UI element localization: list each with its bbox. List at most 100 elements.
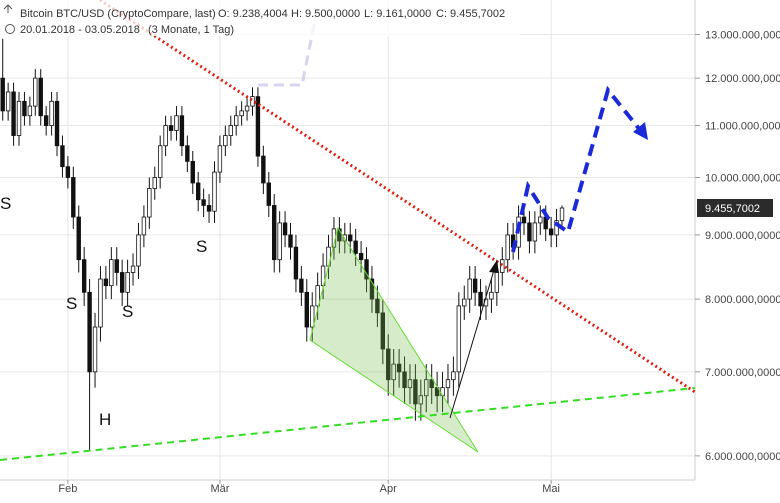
y-tick-label: 13.000.000,0000 [705,30,780,42]
candle-body [141,216,147,236]
candle-body [472,278,478,293]
y-tick-label: 11.000.000,0000 [705,121,780,133]
candle-body [11,91,16,136]
candle-body [217,145,223,173]
candle-body [538,216,543,224]
x-tick-label: Feb [58,483,77,495]
candle-body [478,291,483,307]
y-tick-label: 9.000.000,0000 [705,230,780,242]
y-tick-label: 8.000.000,0000 [705,294,780,306]
candle-body [239,110,244,117]
candle-body [114,259,119,273]
candle-body [391,363,396,381]
projection [511,85,642,253]
candle-body [152,177,157,189]
candle-body [348,234,353,242]
last-price-label: 9.455,7002 [705,203,760,215]
candle-body [71,177,76,218]
candle-body [60,145,65,168]
candle-body [87,291,92,373]
candle-body [27,105,33,117]
y-tick-label: 12.000.000,0000 [705,73,780,85]
candle-body [456,305,462,373]
x-tick-label: Mai [542,483,560,495]
candle-body [500,259,505,273]
candle-body [54,100,60,147]
candle-body [429,379,434,389]
header-bg [0,0,520,36]
candle-body [413,379,418,405]
candle-body [554,220,559,236]
candle-body [206,205,212,212]
candle-body [212,171,217,212]
candle-body [310,305,315,328]
candle-body [136,234,141,267]
arrow [449,269,495,419]
x-tick-label: Mär [210,483,229,495]
candle-body [43,115,49,126]
candle-body [467,278,472,300]
candle-body [548,228,554,236]
candles [0,38,565,452]
candle-body [293,246,299,280]
candle-body [168,125,174,131]
candle-body [119,272,125,293]
annotation: S [122,302,133,321]
annotation: S [196,237,207,256]
candle-body [130,265,136,273]
candle-body [445,379,451,389]
candle-body [179,115,185,147]
candle-body [250,96,255,107]
candle-body [358,252,364,261]
wedge [309,226,479,453]
annotation: H [99,410,111,429]
candle-body [277,222,282,261]
candle-body [261,155,266,184]
candle-body [49,100,54,126]
candle-body [0,77,5,112]
candle-body [223,135,228,147]
candle-body [299,278,304,293]
annotation: S [66,294,77,313]
candle-body [380,312,386,350]
candle-body [163,125,168,147]
candle-body [81,259,87,293]
period: (3 Monate, 1 Tag) [148,24,234,36]
candle-body [190,160,195,184]
candle-body [375,298,380,314]
candle-body [282,222,288,236]
candle-body [364,259,369,280]
resistance-line [99,0,696,394]
candle-body [407,379,413,389]
last-price-box [697,198,773,217]
candle-body [337,228,342,242]
candle-body [38,77,43,117]
header-open: O: 9.238,4004 [218,8,288,20]
candle-body [33,77,38,107]
candle-body [92,326,98,373]
candle-body [418,395,424,405]
header: Bitcoin BTC/USD (CryptoCompare, last) O:… [0,0,520,36]
header-low: L: 9.161,0000 [364,8,431,20]
arrow-head [489,260,499,273]
candle-body [353,240,358,254]
candle-body [304,291,309,328]
candle-body [16,100,22,136]
candle-body [185,145,190,162]
date-range: 20.01.2018 - 03.05.2018 [20,24,140,36]
projection-head [633,122,648,140]
candle-body [147,188,152,218]
candle-body [559,207,565,222]
candle-body [451,371,456,381]
y-axis: 6.000.000,0000 7.000.000,0000 8.000.000,00… [58,30,780,495]
candle-body [255,96,261,157]
candle-body [5,91,11,112]
candle-body [424,379,429,397]
icon [3,4,13,13]
header-close: C: 9.455,7002 [436,8,505,20]
header-high: H: 9.500,0000 [291,8,360,20]
candle-body [201,199,206,206]
candle-body [22,100,27,117]
candle-body [76,216,81,261]
